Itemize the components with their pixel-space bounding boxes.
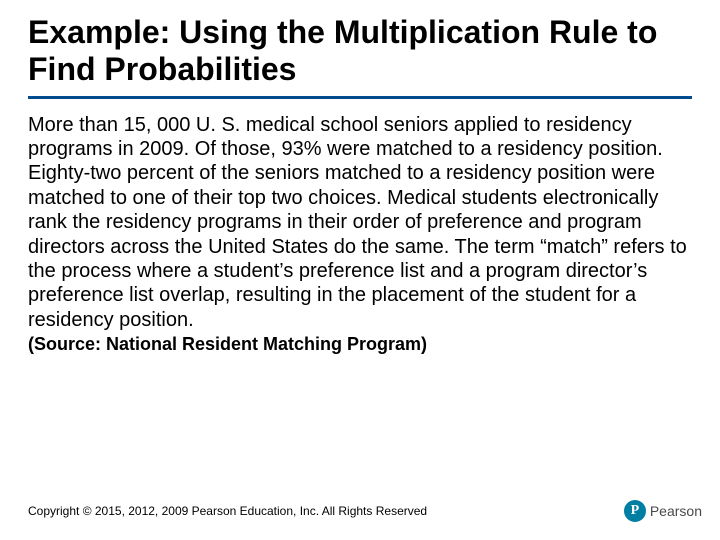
logo-letter: P — [631, 503, 640, 519]
title-underline — [28, 96, 692, 99]
slide-title: Example: Using the Multiplication Rule t… — [28, 14, 692, 88]
slide-content: Example: Using the Multiplication Rule t… — [0, 0, 720, 355]
footer: Copyright © 2015, 2012, 2009 Pearson Edu… — [28, 500, 702, 522]
source-citation: (Source: National Resident Matching Prog… — [28, 334, 692, 355]
copyright-text: Copyright © 2015, 2012, 2009 Pearson Edu… — [28, 504, 427, 518]
body-paragraph: More than 15, 000 U. S. medical school s… — [28, 113, 692, 333]
logo-circle-icon: P — [624, 500, 646, 522]
pearson-logo: P Pearson — [624, 500, 702, 522]
logo-brand-text: Pearson — [650, 503, 702, 519]
